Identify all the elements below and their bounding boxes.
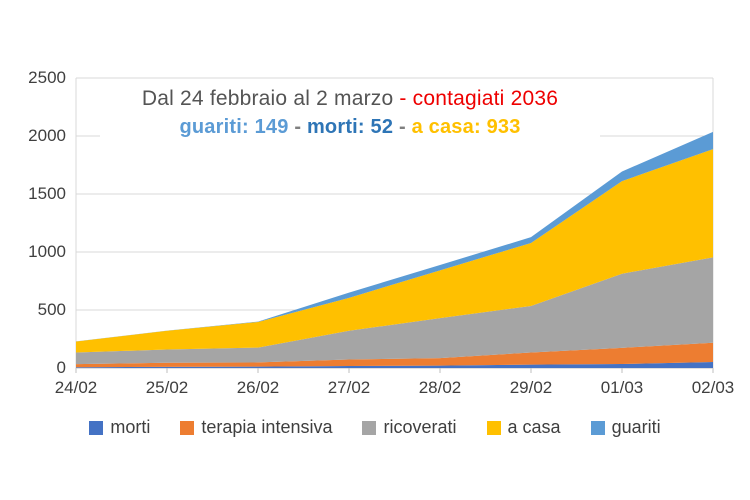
legend-item-ricoverati: ricoverati: [362, 417, 457, 438]
legend-item-guariti: guariti: [590, 417, 661, 438]
x-tick-label-25-02: 25/02: [145, 378, 189, 397]
area-terapia-intensiva: [76, 342, 713, 368]
legend-label-terapia-intensiva: terapia intensiva: [201, 417, 333, 437]
area-a-casa: [76, 149, 713, 353]
legend-swatch-guariti: [590, 420, 605, 435]
x-tick-label-01-03: 01/03: [600, 378, 644, 397]
legend-swatch-ricoverati: [362, 420, 377, 435]
title-line2-part-2: morti: 52: [306, 116, 394, 138]
legend-label-ricoverati: ricoverati: [383, 417, 457, 437]
area-morti: [76, 361, 713, 368]
chart-legend: morti terapia intensiva ricoverati a casa gu…: [0, 417, 750, 438]
title-line2-part-3: -: [393, 116, 412, 138]
y-tick-label-1500: 1500: [28, 184, 66, 203]
y-tick-label-0: 0: [56, 358, 66, 377]
y-tick-label-2500: 2500: [28, 68, 66, 87]
x-tick-label-29-02: 29/02: [509, 378, 553, 397]
title-line2-part-1: -: [288, 116, 307, 138]
title-line1-part-1: - contagiati 2036: [399, 87, 559, 110]
x-tick-label-28-02: 28/02: [418, 378, 462, 397]
legend-item-a-casa: a casa: [486, 417, 561, 438]
y-tick-label-500: 500: [37, 300, 66, 319]
y-tick-label-1000: 1000: [28, 242, 66, 261]
legend-swatch-terapia-intensiva: [180, 420, 195, 435]
legend-label-guariti: guariti: [611, 417, 661, 437]
title-line2-part-4: a casa: 933: [411, 116, 521, 138]
chart-title-line2: guariti: 149 - morti: 52 - a casa: 933: [100, 113, 600, 142]
legend-label-morti: morti: [110, 417, 151, 437]
x-tick-label-27-02: 27/02: [327, 378, 371, 397]
y-tick-label-2000: 2000: [28, 126, 66, 145]
x-tick-label-02-03: 02/03: [691, 378, 735, 397]
legend-label-a-casa: a casa: [507, 417, 561, 437]
chart-title: Dal 24 febbraio al 2 marzo - contagiati …: [100, 84, 600, 142]
title-line2-part-0: guariti: 149: [179, 116, 289, 138]
title-line1-part-0: Dal 24 febbraio al 2 marzo: [141, 87, 400, 110]
x-tick-label-24-02: 24/02: [54, 378, 98, 397]
x-tick-label-26-02: 26/02: [236, 378, 280, 397]
area-ricoverati: [76, 257, 713, 365]
chart-title-line1: Dal 24 febbraio al 2 marzo - contagiati …: [100, 84, 600, 113]
legend-swatch-a-casa: [486, 420, 501, 435]
legend-item-morti: morti: [89, 417, 150, 438]
legend-item-terapia-intensiva: terapia intensiva: [180, 417, 332, 438]
legend-swatch-morti: [89, 420, 104, 435]
